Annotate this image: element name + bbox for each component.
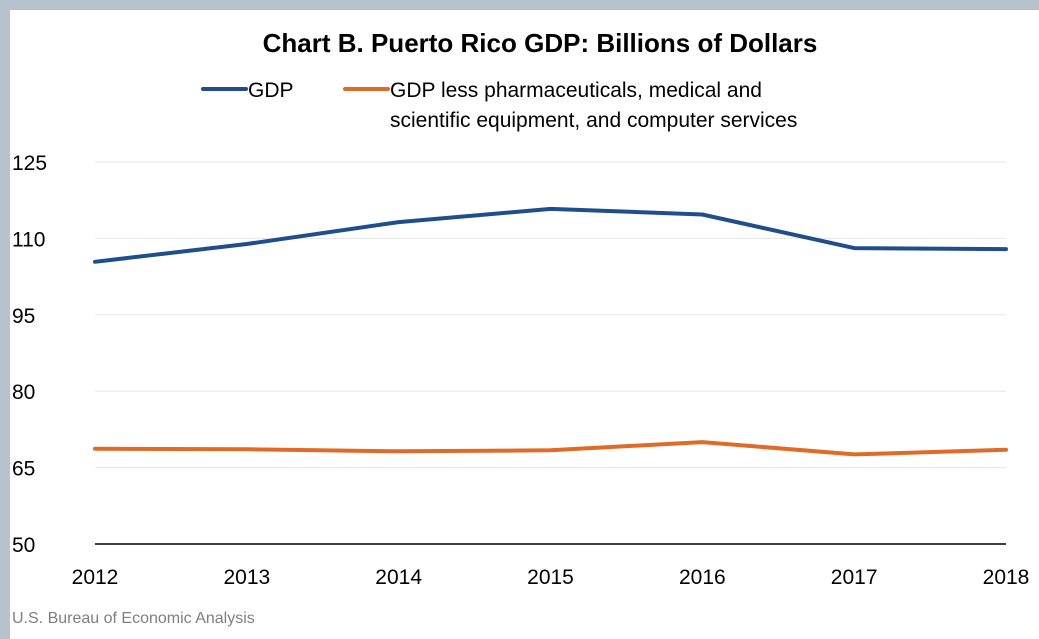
y-tick-label: 65 <box>12 458 35 481</box>
y-tick-label: 50 <box>12 534 35 557</box>
series-lines <box>93 206 1008 457</box>
line-chart: GDP GDP less pharmaceuticals, medical an… <box>12 79 1030 589</box>
legend: GDP GDP less pharmaceuticals, medical an… <box>201 79 797 132</box>
x-tick-label: 2017 <box>831 566 878 589</box>
x-axis-tick-labels: 2012 2013 2014 2015 2016 2017 2018 <box>72 566 1030 589</box>
y-axis-tick-labels: 125 110 95 80 65 50 <box>12 152 47 557</box>
source-note: U.S. Bureau of Economic Analysis <box>12 610 255 627</box>
legend-label-gdp-less-line1: GDP less pharmaceuticals, medical and <box>390 79 762 102</box>
x-tick-label: 2016 <box>679 566 726 589</box>
legend-label-gdp-less-line2: scientific equipment, and computer servi… <box>390 109 797 132</box>
x-tick-label: 2018 <box>983 566 1030 589</box>
x-tick-label: 2015 <box>527 566 574 589</box>
y-tick-label: 110 <box>12 228 45 251</box>
x-tick-label: 2014 <box>375 566 422 589</box>
y-tick-label: 95 <box>12 305 35 328</box>
gridlines <box>95 161 1006 545</box>
x-tick-label: 2013 <box>223 566 270 589</box>
chart-frame: Chart B. Puerto Rico GDP: Billions of Do… <box>10 10 1039 639</box>
chart-title: Chart B. Puerto Rico GDP: Billions of Do… <box>262 28 818 58</box>
y-tick-label: 80 <box>12 381 35 404</box>
legend-label-gdp: GDP <box>248 79 294 102</box>
y-tick-label: 125 <box>12 152 47 175</box>
x-tick-label: 2012 <box>72 566 119 589</box>
series-line-gdp-less <box>93 440 1008 457</box>
series-line-gdp <box>93 206 1008 264</box>
